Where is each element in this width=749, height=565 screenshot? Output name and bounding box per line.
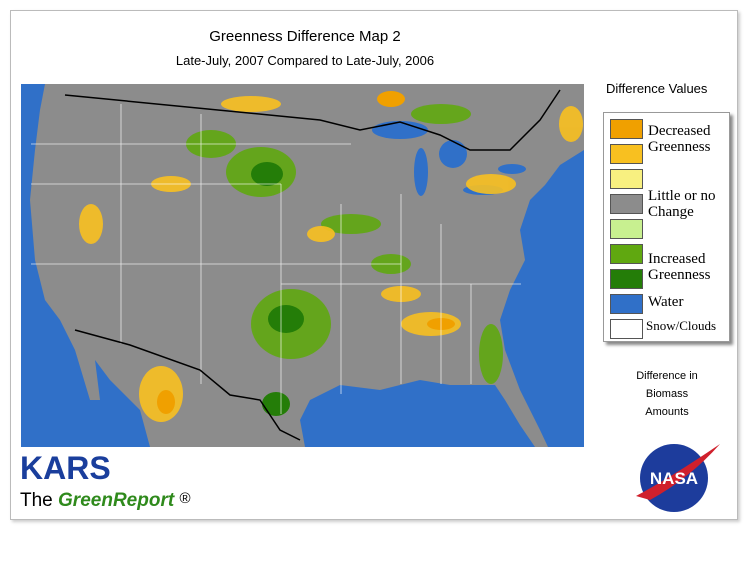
legend-swatch — [610, 244, 643, 264]
legend-title: Difference Values — [606, 81, 708, 96]
great-lakes — [372, 121, 526, 196]
map-title: Greenness Difference Map 2 — [209, 28, 401, 45]
legend-swatch — [610, 219, 643, 239]
kars-logo: KARS — [20, 450, 111, 486]
state-lines — [31, 104, 521, 414]
map — [21, 84, 584, 447]
legend-label: Increased Greenness — [648, 251, 711, 283]
legend-swatch — [610, 319, 643, 339]
legend-label: Water — [648, 294, 684, 310]
land — [30, 84, 584, 447]
note-text: Difference in Biomass Amounts — [636, 370, 698, 418]
legend-swatch — [610, 269, 643, 289]
logo-swoosh — [636, 444, 720, 500]
legend-swatch — [610, 119, 643, 139]
map-subtitle: Late-July, 2007 Compared to Late-July, 2… — [175, 53, 435, 68]
legend-swatch — [610, 144, 643, 164]
legend-label: Little or no Change — [648, 188, 716, 220]
brand-name: GreenReport — [58, 490, 175, 511]
orange-areas — [157, 91, 455, 414]
legend-label: Decreased Greenness — [648, 123, 711, 155]
legend: Decreased Greenness Little or no Change … — [603, 112, 730, 342]
borders — [64, 89, 561, 441]
legend-swatch — [610, 169, 643, 189]
nasa-logo: NASA — [636, 444, 720, 512]
legend-swatch — [610, 194, 643, 214]
legend-label: Snow/Clouds — [646, 318, 717, 333]
brand-mark: ® — [179, 490, 191, 507]
brand-prefix: The — [20, 490, 53, 511]
brand-line: The GreenReport ® — [20, 490, 191, 512]
legend-note: Difference in Biomass Amounts — [612, 367, 722, 421]
logo-text: NASA — [650, 469, 698, 488]
legend-swatch — [610, 294, 643, 314]
dark-green-areas — [251, 162, 304, 416]
